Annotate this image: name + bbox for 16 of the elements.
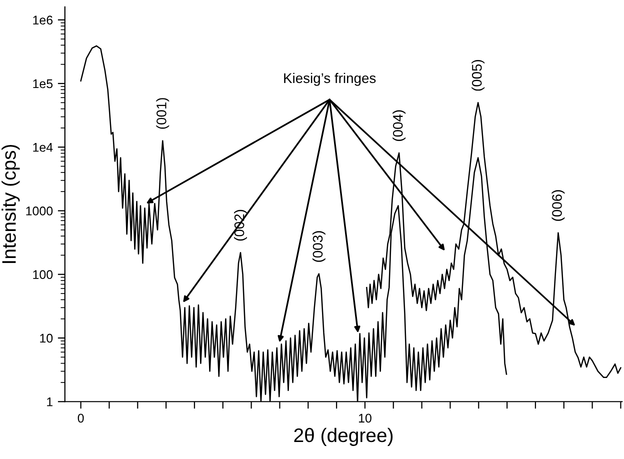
- annotation: (006): [552, 190, 565, 221]
- y-tick-label: 1: [47, 398, 52, 406]
- y-axis-title: Intensity (cps): [2, 144, 20, 263]
- y-tick-label: 1000: [26, 206, 53, 216]
- y-tick-label: 100: [33, 270, 53, 280]
- x-axis-title: 2θ (degree): [294, 428, 393, 446]
- y-tick-label: 1e5: [33, 79, 53, 88]
- y-tick-label: 1e4: [33, 143, 53, 152]
- y-tick-label: 10: [40, 334, 53, 343]
- annotation: Kiesig’s fringes: [284, 72, 376, 86]
- x-tick-label: 0: [78, 414, 84, 423]
- annotation: (004): [392, 110, 406, 141]
- annotation: (003): [312, 231, 326, 262]
- annotation: (001): [156, 98, 170, 129]
- annotation: (005): [472, 60, 485, 91]
- y-tick-label: 1e6: [33, 16, 53, 25]
